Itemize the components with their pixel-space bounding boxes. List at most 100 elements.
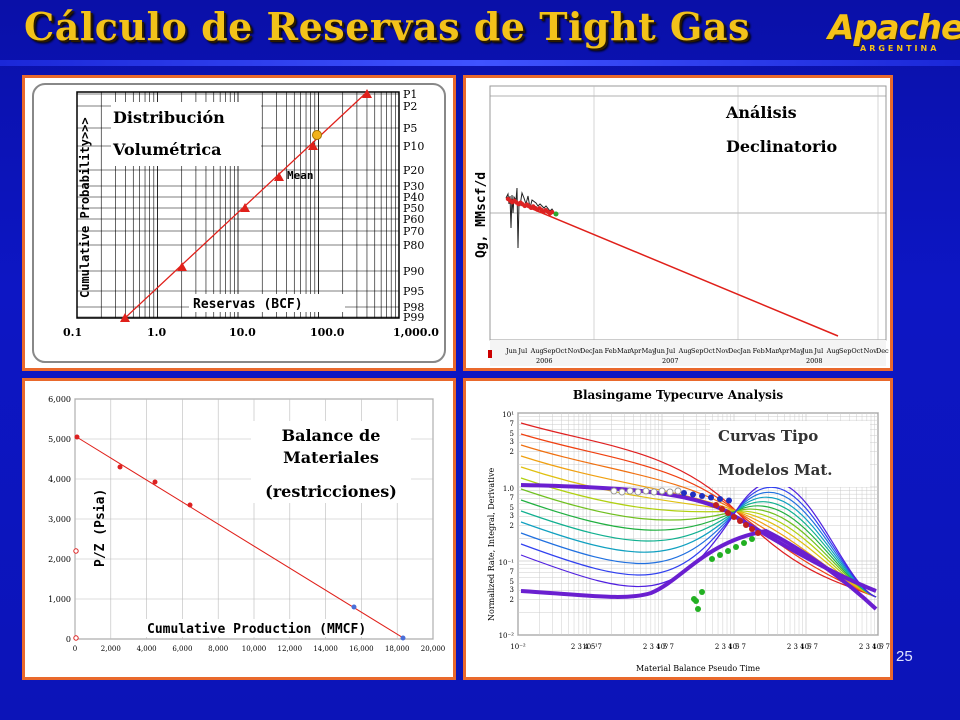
p-label: P40: [403, 191, 424, 204]
label-box: [710, 421, 870, 487]
p-marker: [177, 262, 187, 271]
x-tick-labels: 0.1 1.0 10.0 100.0 1,000.0: [63, 326, 439, 339]
month-label: Aug: [678, 347, 692, 355]
axis-marker: [488, 350, 492, 358]
month-label: Feb: [605, 347, 617, 355]
p-label: P60: [403, 213, 424, 226]
p-label: P1: [403, 88, 417, 101]
derivative-point: [693, 598, 699, 604]
integral-point: [749, 526, 755, 532]
month-label: Oct: [703, 347, 715, 355]
y-axis-label: P/Z (Psia): [93, 489, 108, 567]
month-label: Dec: [876, 347, 889, 355]
x-tick: 1.0: [147, 326, 166, 339]
year-label: 2006: [536, 357, 553, 365]
p-marker: [308, 141, 318, 150]
y-tick: 10¹: [502, 411, 514, 419]
month-label: Feb: [753, 347, 765, 355]
p-marker: [120, 313, 130, 322]
integral-point: [731, 514, 737, 520]
p-label: P50: [403, 202, 424, 215]
x-tick: 100.0: [310, 326, 345, 339]
p-label: P70: [403, 225, 424, 238]
panel3-label-line2: Materiales: [283, 448, 379, 467]
y-tick: 10⁻¹: [499, 559, 515, 567]
y-tick: 0: [66, 635, 71, 644]
month-label: Jun: [505, 347, 517, 355]
month-label: Jan: [739, 347, 751, 355]
apache-logo: Apache ARGENTINA: [820, 6, 960, 56]
pz-trend-line: [74, 435, 406, 640]
y-axis-label: Qg, MMscf/d: [474, 172, 489, 258]
year-labels: 2006 2007 2008: [536, 357, 823, 365]
month-label: Jul: [517, 347, 527, 355]
year-gridlines: [593, 86, 879, 340]
month-label: Jun: [801, 347, 813, 355]
p-label: P95: [403, 285, 424, 298]
y-tick: 7: [510, 568, 514, 576]
y-tick: 3: [510, 586, 514, 594]
y-tick: 3,000: [48, 515, 71, 524]
y-tick: 6,000: [48, 395, 71, 404]
x-tick: 18,000: [385, 645, 410, 653]
label-box: [111, 102, 261, 166]
open-point: [666, 488, 674, 496]
pz-plot: Balance de Materiales (restricciones) Cu…: [48, 395, 446, 653]
x-tick: 4,000: [137, 645, 157, 653]
open-point: [634, 488, 642, 496]
open-point: [650, 488, 658, 496]
y-tick: 5,000: [48, 435, 71, 444]
x-tick: 10⁻¹: [582, 643, 598, 651]
x-tick: 10²: [800, 643, 812, 651]
x-axis-label: Reservas (BCF): [193, 297, 303, 312]
x-tick: 2 3 4 5 7: [571, 643, 602, 651]
y-tick: 4,000: [48, 475, 71, 484]
p-marker: [240, 203, 250, 212]
rate-point: [708, 494, 714, 501]
y-tick-labels: 0 1,000 2,000 3,000 4,000 5,000 6,000: [48, 395, 71, 644]
x-tick: 10,000: [242, 645, 267, 653]
derivative-point: [725, 548, 731, 554]
integral-point: [755, 530, 761, 536]
month-label: May: [642, 347, 657, 355]
p-label: P90: [403, 265, 424, 278]
rate-point: [726, 497, 732, 504]
x-tick: 20,000: [421, 645, 446, 653]
chart-title: Blasingame Typecurve Analysis: [573, 388, 784, 402]
typecurve: [520, 481, 877, 598]
pz-point: [117, 464, 123, 470]
x-tick: 10³: [872, 643, 884, 651]
decline-plot: Análisis Declinatorio Qg, MMscf/d Jun Jul…: [474, 85, 889, 366]
blue-point: [351, 604, 357, 610]
x-tick: 16,000: [349, 645, 374, 653]
month-label: Jan: [591, 347, 603, 355]
panel-material-balance: Balance de Materiales (restricciones) Cu…: [22, 378, 456, 680]
panel1-label-line2: Volumétrica: [112, 140, 221, 159]
data-points: [610, 487, 761, 612]
y-axis-label: Normalized Rate, Integral, Derivative: [487, 468, 496, 621]
month-label: Nov: [864, 347, 878, 355]
production-history: [505, 187, 555, 249]
p-label: P20: [403, 164, 424, 177]
panel-decline-analysis: Análisis Declinatorio Qg, MMscf/d Jun Jul…: [463, 75, 893, 371]
x-tick: 0: [73, 645, 77, 653]
rate-point: [717, 496, 723, 502]
open-point: [618, 488, 626, 496]
y-tick: 1,000: [48, 595, 71, 604]
month-label: Apr: [628, 347, 642, 355]
slide-title: Cálculo de Reservas de Tight Gas: [24, 4, 750, 49]
derivative-point: [699, 589, 705, 595]
logo-word: Apache: [828, 8, 960, 48]
year-label: 2007: [662, 357, 679, 365]
month-label: Jul: [813, 347, 823, 355]
x-tick: 0.1: [63, 326, 82, 339]
derivative-curve-thick: [520, 528, 878, 611]
derivative-point: [717, 552, 723, 558]
x-tick: 2 3 4 5 7: [787, 643, 818, 651]
month-label: Aug: [530, 347, 544, 355]
open-point: [626, 487, 634, 495]
p-label: P2: [403, 100, 417, 113]
